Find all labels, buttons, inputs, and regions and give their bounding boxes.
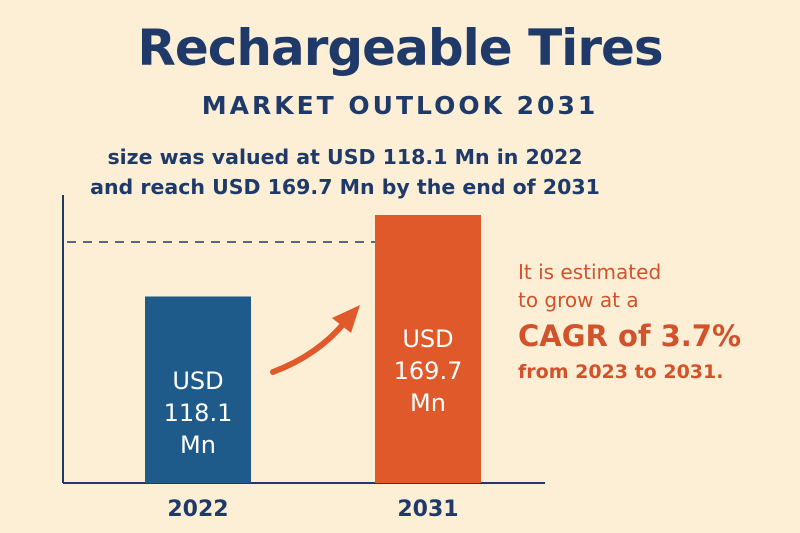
growth-arrow-head	[332, 305, 360, 333]
chart-title: Rechargeable Tires	[137, 19, 663, 77]
chart-subtitle: MARKET OUTLOOK 2031	[201, 91, 599, 120]
bar-label-2031: USD 169.7 Mn	[375, 323, 481, 419]
bar-label-value: 118.1	[163, 399, 233, 427]
bar-label-currency: USD	[172, 367, 224, 395]
cagr-period: from 2023 to 2031.	[518, 361, 724, 383]
cagr-line-2: to grow at a	[518, 288, 639, 312]
x-tick-label: 2022	[167, 497, 228, 522]
x-tick-label: 2031	[397, 497, 458, 522]
bar-label-unit: Mn	[180, 431, 216, 459]
description-line-2: and reach USD 169.7 Mn by the end of 203…	[90, 175, 600, 199]
cagr-line-1: It is estimated	[518, 260, 662, 284]
growth-arrow-shaft	[270, 319, 348, 375]
bar-label-unit: Mn	[410, 389, 446, 417]
bar-label-value: 169.7	[393, 357, 463, 385]
bar-2031	[375, 215, 481, 483]
market-size-description: size was valued at USD 118.1 Mn in 2022 …	[0, 142, 690, 202]
cagr-headline: CAGR of 3.7%	[518, 319, 742, 353]
description-line-1: size was valued at USD 118.1 Mn in 2022	[107, 145, 583, 169]
bar-label-currency: USD	[402, 325, 454, 353]
cagr-callout: It is estimated to grow at a CAGR of 3.7…	[518, 258, 798, 386]
bar-2022	[145, 296, 251, 483]
bar-label-2022: USD 118.1 Mn	[145, 365, 251, 461]
